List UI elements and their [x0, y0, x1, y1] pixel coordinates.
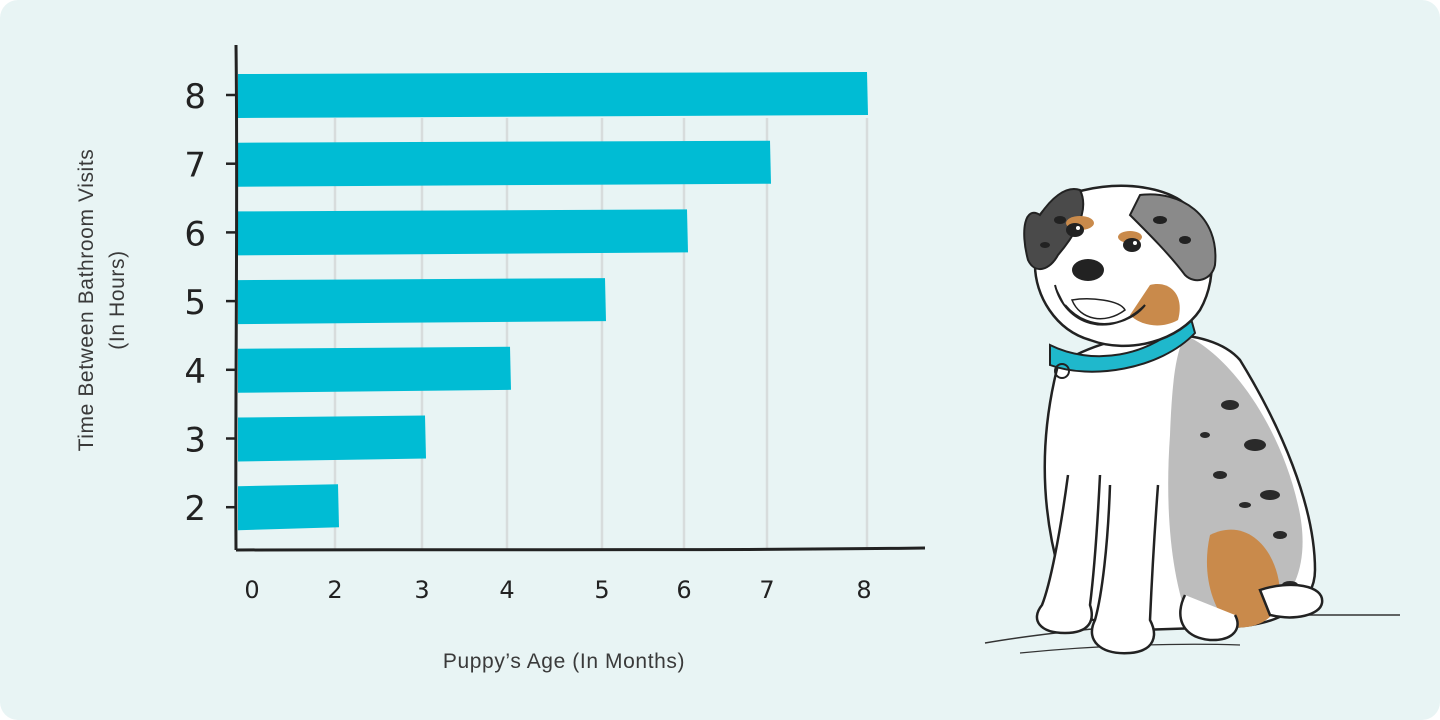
y-tick-label: 4: [184, 352, 206, 392]
x-tick-label: 0: [244, 576, 259, 604]
y-axis-line: [234, 44, 239, 551]
x-axis-line: [235, 546, 926, 552]
bar: [238, 140, 771, 187]
x-tick-label: 8: [856, 576, 871, 604]
bar: [238, 415, 426, 462]
x-tick-label: 4: [499, 576, 514, 604]
x-tick-label: 6: [676, 576, 691, 604]
y-tick-label: 5: [184, 283, 206, 323]
bar: [238, 72, 868, 118]
x-axis-label: Puppy’s Age (In Months): [442, 650, 686, 673]
y-axis-label-line-2: (In Hours): [106, 250, 129, 350]
y-axis-label-line-1: Time Between Bathroom Visits: [75, 148, 98, 452]
x-tick-label: 5: [594, 576, 609, 604]
y-tick-label: 2: [184, 489, 206, 529]
bar: [238, 346, 511, 393]
y-tick-label: 6: [184, 214, 206, 254]
x-tick-label: 2: [327, 576, 342, 604]
puppy-illustration-icon: [984, 184, 1400, 655]
y-tick-label: 3: [184, 421, 206, 461]
bar: [238, 278, 606, 325]
y-tick-label: 7: [184, 146, 206, 186]
y-tick-label: 8: [184, 77, 206, 117]
y-axis-label: Time Between Bathroom Visits (In Hours): [71, 90, 133, 510]
bar: [238, 484, 339, 531]
bar: [238, 209, 688, 256]
x-tick-label: 7: [759, 576, 774, 604]
bar-chart: 8 7 6 5 4 3 2 0 2 3 4 5 6 7 8: [184, 44, 926, 604]
x-tick-label: 3: [414, 576, 429, 604]
